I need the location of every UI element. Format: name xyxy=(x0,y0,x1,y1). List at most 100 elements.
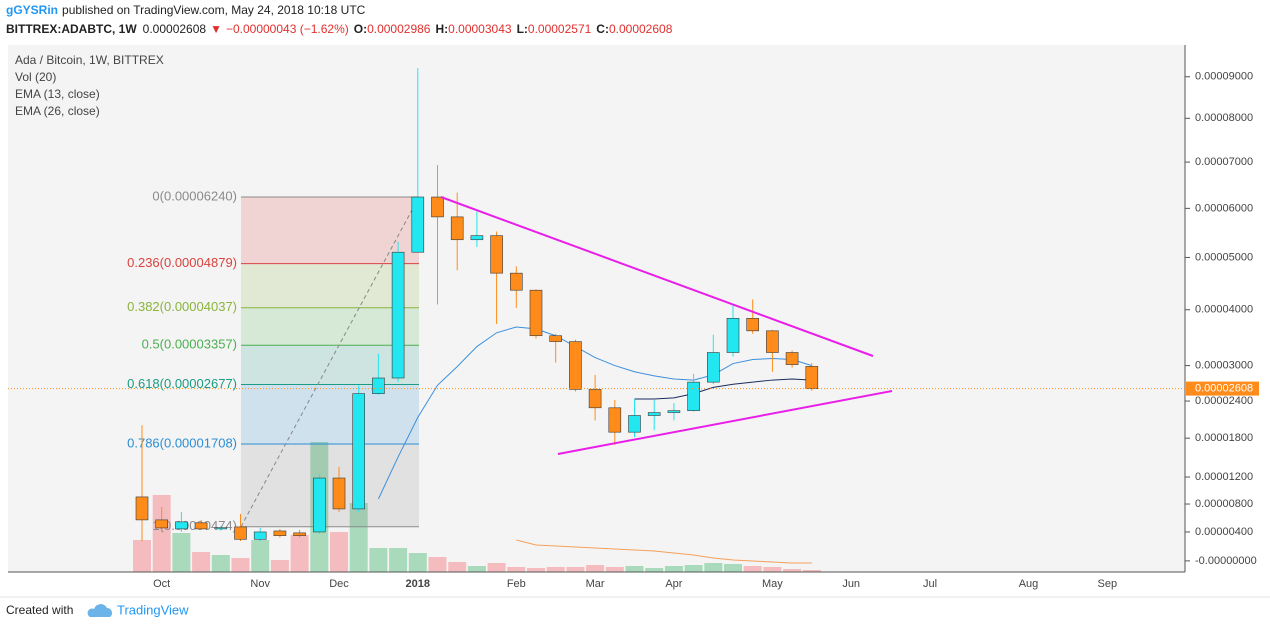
candle-body xyxy=(234,526,247,540)
y-tick-label: 0.00006000 xyxy=(1195,202,1253,214)
volume-bar xyxy=(251,540,270,572)
ohlc-key: C: xyxy=(596,22,609,36)
last: 0.00002608 xyxy=(143,22,207,36)
candle-body xyxy=(135,496,149,521)
ohlc-value: 0.00002608 xyxy=(609,22,673,36)
volume-bar xyxy=(783,569,802,572)
volume-bar xyxy=(330,532,348,572)
candle-body xyxy=(372,377,385,394)
candle-body xyxy=(332,477,346,510)
volume-bar xyxy=(270,560,289,572)
volume-bar xyxy=(448,562,467,572)
legend-item: EMA (13, close) xyxy=(15,87,100,101)
ohlc-value: 0.00002571 xyxy=(528,22,592,36)
fib-label: 0.382(0.00004037) xyxy=(127,299,237,314)
volume-bar xyxy=(802,570,821,572)
candle-body xyxy=(273,530,287,536)
y-tick-label: 0.00009000 xyxy=(1195,71,1253,83)
legend-item: EMA (26, close) xyxy=(15,104,100,118)
ohlc-key: H: xyxy=(435,22,448,36)
legend-item: Vol (20) xyxy=(15,70,56,84)
fib-label: 0.786(0.00001708) xyxy=(127,435,237,450)
author[interactable]: gGYSRin xyxy=(6,3,58,17)
volume-bar xyxy=(743,566,762,572)
x-tick-label: Oct xyxy=(153,578,170,590)
trend-line xyxy=(557,390,893,455)
fib-label: 0.236(0.00004879) xyxy=(127,255,237,270)
volume-bar xyxy=(507,567,526,572)
x-tick-label: Feb xyxy=(507,578,526,590)
volume-bar xyxy=(192,552,211,572)
candle-body xyxy=(411,196,425,253)
y-tick-label: 0.00005000 xyxy=(1195,251,1253,263)
x-tick-label: Dec xyxy=(329,578,349,590)
x-tick-label: Sep xyxy=(1098,578,1118,590)
volume-bar xyxy=(408,553,427,572)
candle-body xyxy=(509,272,523,291)
y-tick-label: 0.00008000 xyxy=(1195,112,1253,124)
volume-bar xyxy=(152,495,171,572)
candle-body xyxy=(194,522,208,530)
y-tick-label: 0.00001200 xyxy=(1195,471,1253,483)
y-tick-label: 0.00007000 xyxy=(1195,156,1253,168)
fib-band xyxy=(241,443,419,527)
symbol-line: BITTREX:ADABTC, 1W 0.00002608 ▼ −0.00000043… xyxy=(6,22,673,36)
published: published on TradingView.com, May 24, 20… xyxy=(62,3,366,17)
ema-line xyxy=(634,378,812,400)
footer-text: Created with xyxy=(6,603,73,617)
candle-body xyxy=(470,235,484,241)
x-tick-label: Nov xyxy=(250,578,270,590)
candle-body xyxy=(569,341,582,390)
candle-body xyxy=(312,477,326,533)
volume-bar xyxy=(586,565,605,572)
last-price-box xyxy=(1186,381,1259,396)
candle-body xyxy=(687,381,700,411)
candle-body xyxy=(391,251,405,379)
fib-band xyxy=(241,384,419,444)
trend-line xyxy=(440,196,874,357)
y-tick-label: 0.00001800 xyxy=(1195,432,1253,444)
x-tick-label: 2018 xyxy=(406,578,430,590)
volume-bar xyxy=(428,557,447,572)
legend-title: Ada / Bitcoin, 1W, BITTREX xyxy=(15,53,164,67)
fib-label: 1(0.00000474) xyxy=(152,518,237,533)
y-tick-label: 0.00003000 xyxy=(1195,359,1253,371)
volume-bar xyxy=(369,548,388,572)
candle-body xyxy=(785,352,799,365)
volume-bar xyxy=(704,563,723,572)
brand[interactable]: TradingView xyxy=(117,602,189,617)
y-tick-label: 0.00002400 xyxy=(1195,395,1253,407)
volume-ma xyxy=(516,539,812,564)
candle-body xyxy=(805,366,819,389)
candle-body xyxy=(293,532,306,536)
x-tick-label: Mar xyxy=(586,578,605,590)
plot-layer: 0(0.00006240) 0.236(0.00004879) 0.382(0.00… xyxy=(127,68,821,572)
change: −0.00000043 (−1.62%) xyxy=(226,22,349,36)
fib-band xyxy=(241,263,419,308)
x-tick-label: Apr xyxy=(665,578,682,590)
header-line: gGYSRin published on TradingView.com, May… xyxy=(6,3,366,17)
volume-bar xyxy=(605,567,624,572)
volume-bar xyxy=(527,568,545,572)
volume-bar xyxy=(546,567,565,572)
candle-body xyxy=(155,519,168,529)
volume-bar xyxy=(684,565,703,572)
y-tick-label: -0.00000000 xyxy=(1195,555,1257,567)
candle-body xyxy=(647,412,661,416)
brand-logo[interactable] xyxy=(87,604,113,617)
y-tick-label: 0.00004000 xyxy=(1195,304,1253,316)
volume-bar xyxy=(625,566,644,572)
x-tick-label: Jul xyxy=(923,578,937,590)
y-tick-label: 0.00000800 xyxy=(1195,498,1253,510)
arrow: ▼ xyxy=(210,22,222,36)
volume-bar xyxy=(349,503,368,572)
x-tick-label: May xyxy=(762,578,783,590)
candle-body xyxy=(490,235,503,274)
volume-bar xyxy=(211,555,230,572)
x-tick-label: Jun xyxy=(842,578,860,590)
fib-band xyxy=(241,307,419,346)
candle-body xyxy=(529,289,543,337)
volume-bar xyxy=(724,564,742,572)
candle-body xyxy=(214,527,228,530)
ohlc: O:0.00002986 H:0.00003043 L:0.00002571 C:0.… xyxy=(354,22,673,36)
